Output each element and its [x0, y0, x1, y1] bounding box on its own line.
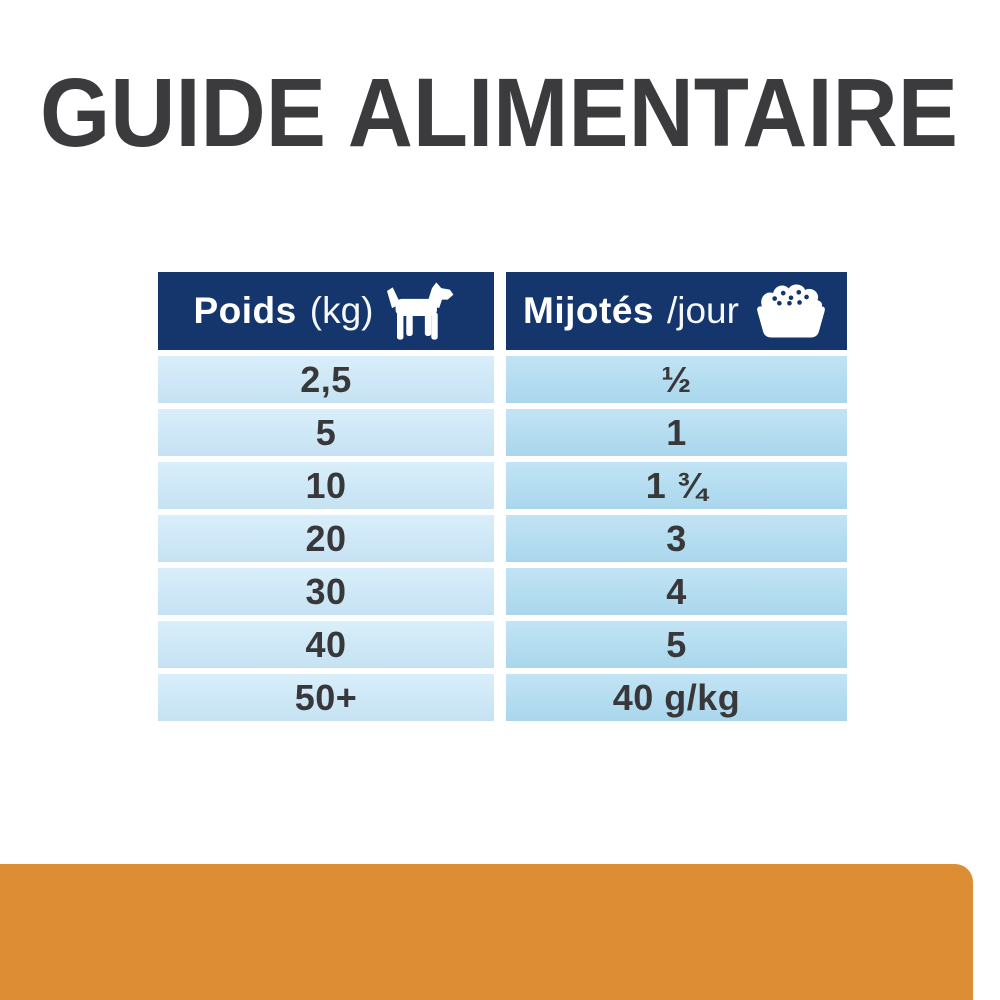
dog-icon — [387, 282, 454, 340]
page-title-svg: GUIDE ALIMENTAIRE — [40, 58, 958, 162]
feeding-table: Poids (kg) Mijotés /jour — [158, 272, 847, 721]
table-cell-mijotes-row1: ½ — [506, 356, 847, 403]
header-poids-label: Poids — [193, 290, 297, 331]
table-cell-mijotes-row2: 1 — [506, 409, 847, 456]
table-cell-mijotes-row5: 4 — [506, 568, 847, 615]
page-title-text: GUIDE ALIMENTAIRE — [40, 58, 958, 162]
table-cell-mijotes-row7: 40 g/kg — [506, 674, 847, 721]
table-cell-poids-row5: 30 — [158, 568, 494, 615]
table-cell-mijotes-row4: 3 — [506, 515, 847, 562]
orange-footer-band — [0, 864, 973, 1000]
table-cell-poids-row2: 5 — [158, 409, 494, 456]
table-cell-poids-row1: 2,5 — [158, 356, 494, 403]
header-kg-label: (kg) — [309, 290, 374, 331]
table-cell-poids-row4: 20 — [158, 515, 494, 562]
table-cell-poids-row6: 40 — [158, 621, 494, 668]
column-header-poids: Poids (kg) — [158, 272, 494, 350]
header-jour-label: /jour — [666, 290, 739, 331]
table-cell-poids-row3: 10 — [158, 462, 494, 509]
table-cell-mijotes-row3: 1 ¾ — [506, 462, 847, 509]
page-title: GUIDE ALIMENTAIRE — [40, 56, 962, 162]
food-bowl-icon — [757, 284, 825, 338]
header-mijotes-label: Mijotés — [523, 290, 654, 331]
table-cell-poids-row7: 50+ — [158, 674, 494, 721]
column-header-mijotes: Mijotés /jour — [506, 272, 847, 350]
table-cell-mijotes-row6: 5 — [506, 621, 847, 668]
